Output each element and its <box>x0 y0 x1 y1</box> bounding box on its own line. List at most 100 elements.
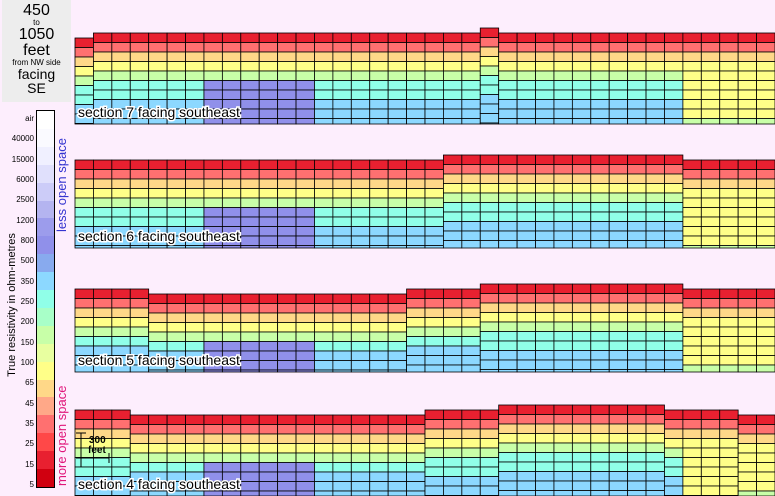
heatmap-cell <box>314 188 334 199</box>
heatmap-cell <box>424 89 444 100</box>
heatmap-cell <box>627 433 647 444</box>
heatmap-cell <box>535 461 555 472</box>
heatmap-cell <box>719 197 739 208</box>
heatmap-cell <box>461 80 481 91</box>
heatmap-cell <box>93 216 113 227</box>
heatmap-cell <box>627 283 647 294</box>
heatmap-cell <box>387 452 407 463</box>
heatmap-cell <box>479 154 500 165</box>
heatmap-cell <box>756 108 775 119</box>
heatmap-cell <box>737 197 757 208</box>
heatmap-cell <box>185 443 205 454</box>
heatmap-cell <box>111 80 131 91</box>
heatmap-cell <box>406 178 426 189</box>
heatmap-cell <box>590 359 610 370</box>
heatmap-cell <box>129 414 150 425</box>
heatmap-cell <box>443 345 463 356</box>
heatmap-cell <box>148 188 168 199</box>
heatmap-cell <box>185 216 205 227</box>
heatmap-cell <box>461 221 481 232</box>
heatmap-cell <box>350 471 371 482</box>
heatmap-cell <box>332 443 352 454</box>
heatmap-cell <box>571 490 592 496</box>
heatmap-cell <box>700 42 721 53</box>
heatmap-cell <box>74 288 94 299</box>
heatmap-cell <box>369 108 389 119</box>
heatmap-cell <box>74 47 94 58</box>
heatmap-cell <box>590 164 610 175</box>
heatmap-cell <box>645 471 665 482</box>
heatmap-cell <box>277 108 297 119</box>
heatmap-cell <box>295 414 315 425</box>
heatmap-cell <box>424 307 444 318</box>
heatmap-cell <box>553 42 573 53</box>
heatmap-cell <box>682 89 702 100</box>
heatmap-cell <box>295 32 315 43</box>
heatmap-cell <box>148 245 168 249</box>
legend-tick-label: 15 <box>25 459 34 469</box>
heatmap-cell <box>240 99 260 110</box>
heatmap-cell <box>185 169 205 180</box>
heatmap-cell <box>240 32 260 43</box>
heatmap-cell <box>737 108 757 119</box>
heatmap-cell <box>443 419 463 430</box>
heatmap-cell <box>295 188 315 199</box>
heatmap-cell <box>627 350 647 361</box>
heatmap-cell <box>590 99 610 110</box>
heatmap-cell <box>350 369 371 373</box>
heatmap-cell <box>350 178 371 189</box>
heatmap-cell <box>443 32 463 43</box>
legend-tick-label: 15000 <box>11 154 34 164</box>
heatmap-cell <box>664 183 684 194</box>
heatmap-cell <box>535 302 555 313</box>
heatmap-cell <box>719 409 739 420</box>
heatmap-cell <box>461 154 481 165</box>
heatmap-cell <box>498 32 518 43</box>
heatmap-cell <box>461 317 481 328</box>
heatmap-cell <box>461 51 481 62</box>
heatmap-cell <box>424 197 444 208</box>
heatmap-cell <box>74 197 94 208</box>
heatmap-cell <box>443 99 463 110</box>
color-legend <box>36 110 55 488</box>
heatmap-cell <box>516 51 536 62</box>
heatmap-cell <box>571 302 592 313</box>
heatmap-cell <box>369 245 389 249</box>
heatmap-cell <box>535 221 555 232</box>
heatmap-cell <box>314 331 334 342</box>
heatmap-cell <box>148 216 168 227</box>
heatmap-cell <box>424 108 444 119</box>
heatmap-cell <box>350 360 371 371</box>
heatmap-cell <box>93 159 113 170</box>
heatmap-cell <box>608 61 629 72</box>
heatmap-cell <box>571 164 592 175</box>
heatmap-cell <box>277 118 297 125</box>
legend-color-cell <box>37 254 54 273</box>
heatmap-cell <box>664 32 684 43</box>
heatmap-cell <box>424 326 444 337</box>
heatmap-cell <box>645 202 665 213</box>
heatmap-cell <box>406 443 426 454</box>
heatmap-cell <box>461 485 481 496</box>
heatmap-cell <box>498 350 518 361</box>
heatmap-cell <box>332 118 352 125</box>
legend-tick-label: 1200 <box>16 215 34 225</box>
heatmap-cell <box>295 462 315 473</box>
heatmap-cell <box>258 99 279 110</box>
heatmap-cell <box>93 298 113 309</box>
heatmap-cell <box>424 42 444 53</box>
heatmap-cell <box>682 99 702 110</box>
heatmap-cell <box>608 108 629 119</box>
heatmap-cell <box>129 443 150 454</box>
heatmap-cell <box>332 350 352 361</box>
heatmap-cell <box>314 32 334 43</box>
heatmap-cell <box>645 433 665 444</box>
heatmap-cell <box>148 32 168 43</box>
legend-tick-label: 5 <box>29 480 34 489</box>
heatmap-cell <box>369 178 389 189</box>
heatmap-cell <box>129 207 150 218</box>
heatmap-cell <box>240 197 260 208</box>
heatmap-cell <box>479 312 500 323</box>
heatmap-cell <box>553 404 573 415</box>
heatmap-cell <box>608 51 629 62</box>
